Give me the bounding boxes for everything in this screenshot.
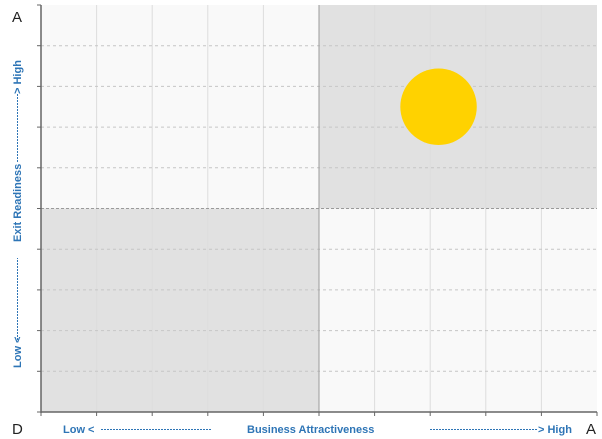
grid-lines: [41, 5, 597, 412]
x-axis-title: Business Attractiveness: [247, 424, 374, 436]
y-axis-title: Exit Readiness: [12, 164, 24, 242]
quadrant-bottom-left: [41, 208, 319, 412]
x-axis-high-label: > High: [538, 424, 572, 436]
corner-label-top-left: A: [12, 9, 23, 26]
y-axis-high-label: > High: [12, 60, 24, 94]
axes: [37, 4, 598, 416]
corner-label-bottom-left: D: [12, 421, 23, 438]
data-points: [400, 68, 477, 145]
corner-label-bottom-right: A: [586, 421, 597, 438]
x-axis-low-label: Low <: [63, 424, 94, 436]
y-axis-low-label: Low <: [12, 337, 24, 368]
data-point-marker: [400, 68, 477, 145]
